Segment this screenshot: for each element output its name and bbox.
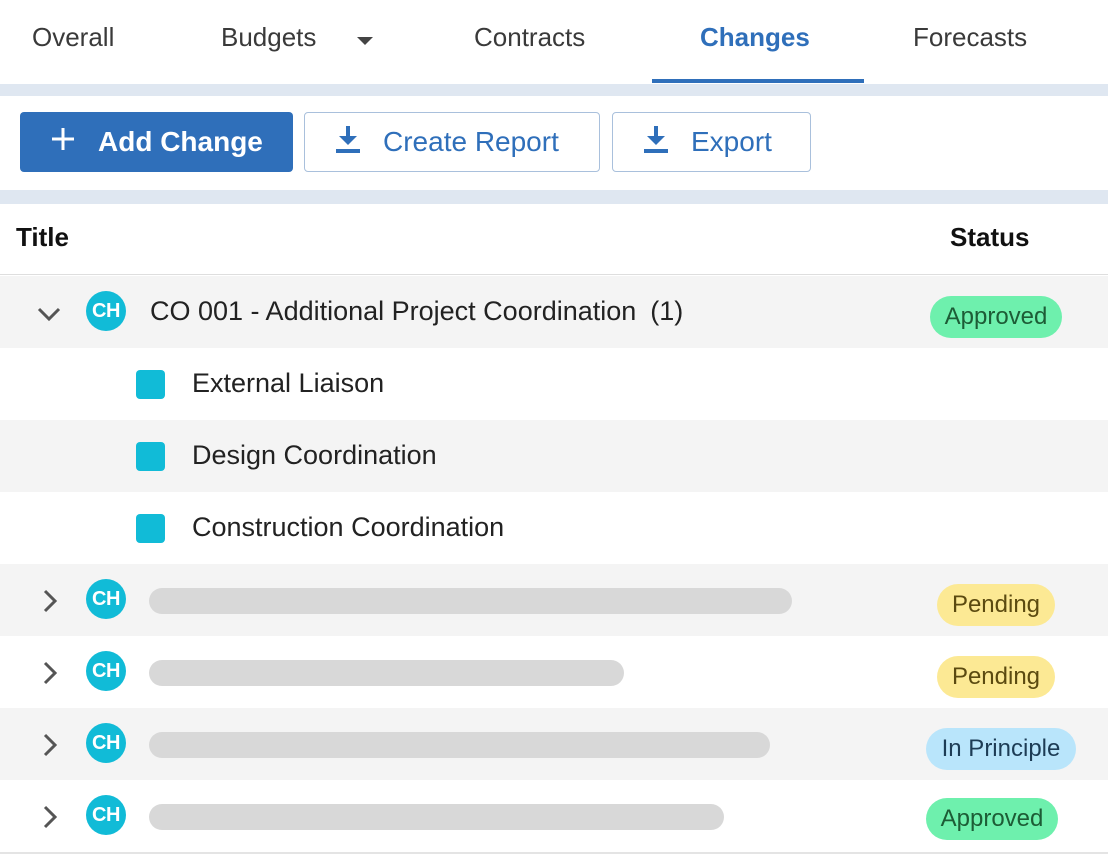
avatar: CH [86,723,126,763]
toolbar-divider-bottom [0,190,1108,204]
child-row[interactable]: Construction Coordination [0,492,1108,564]
avatar: CH [86,579,126,619]
child-row[interactable]: Design Coordination [0,420,1108,492]
export-label: Export [691,126,772,157]
plus-icon [50,126,76,159]
status-badge: Pending [937,656,1055,698]
download-icon [335,124,361,161]
table-row[interactable]: CH Pending [0,636,1108,708]
child-row[interactable]: External Liaison [0,348,1108,420]
tab-budgets[interactable]: Budgets [221,22,317,52]
avatar: CH [86,795,126,835]
row-count: (1) [650,296,684,326]
child-label: Construction Coordination [192,512,505,542]
tab-overall[interactable]: Overall [32,22,115,52]
item-square-icon [136,514,165,543]
item-square-icon [136,442,165,471]
toolbar-divider-top [0,84,1108,96]
download-icon [643,124,669,161]
row-title: CO 001 - Additional Project Coordination… [150,296,684,326]
table-row[interactable]: CH In Principle [0,708,1108,780]
active-tab-indicator [652,79,864,83]
tab-contracts[interactable]: Contracts [474,22,586,52]
chevron-right-icon[interactable] [36,588,62,619]
create-report-button[interactable]: Create Report [304,112,600,172]
chevron-down-icon[interactable] [36,300,62,331]
tab-bar: Overall Budgets Contracts Changes Foreca… [0,0,1108,84]
add-change-label: Add Change [98,126,263,157]
item-square-icon [136,370,165,399]
tab-forecasts[interactable]: Forecasts [913,22,1028,52]
table-header: Title Status [0,204,1108,275]
status-badge: In Principle [926,728,1076,770]
status-badge: Pending [937,584,1055,626]
redacted-title [149,804,724,830]
table-bottom-border [0,852,1108,854]
status-badge: Approved [926,798,1058,840]
chevron-right-icon[interactable] [36,660,62,691]
column-header-title[interactable]: Title [16,222,69,252]
redacted-title [149,588,792,614]
status-badge: Approved [930,296,1062,338]
add-change-button[interactable]: Add Change [20,112,293,172]
create-report-label: Create Report [383,126,559,157]
chevron-right-icon[interactable] [36,732,62,763]
tab-changes[interactable]: Changes [700,22,810,52]
table-row[interactable]: CH Pending [0,564,1108,636]
avatar: CH [86,651,126,691]
column-header-status[interactable]: Status [950,222,1030,252]
chevron-right-icon[interactable] [36,804,62,835]
redacted-title [149,732,770,758]
table-row[interactable]: CH CO 001 - Additional Project Coordinat… [0,276,1108,348]
export-button[interactable]: Export [612,112,811,172]
caret-down-icon[interactable] [357,37,373,45]
table-row[interactable]: CH Approved [0,780,1108,852]
child-label: Design Coordination [192,440,437,470]
child-label: External Liaison [192,368,385,398]
avatar: CH [86,291,126,331]
redacted-title [149,660,624,686]
